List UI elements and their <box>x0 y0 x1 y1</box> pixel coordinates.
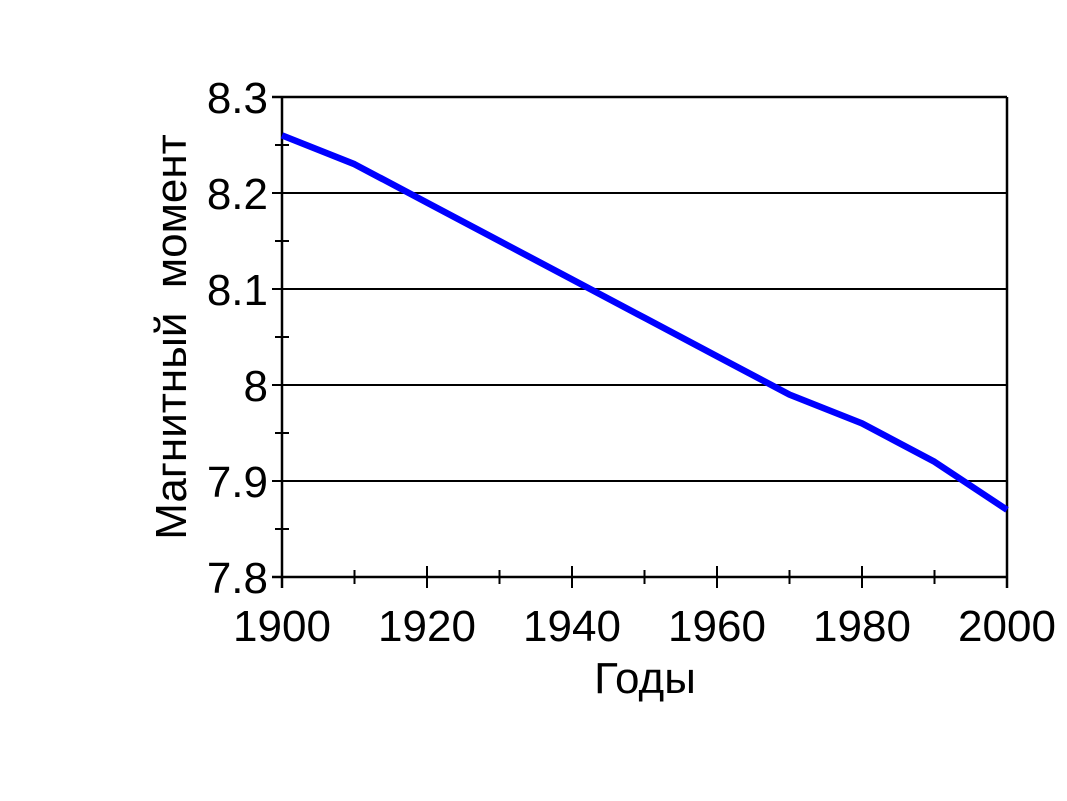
x-axis-title: Годы <box>594 654 696 703</box>
series-line <box>280 132 1009 513</box>
y-tick-label: 8 <box>244 362 268 411</box>
y-tick-label: 7.8 <box>207 554 268 603</box>
x-tick-label: 1920 <box>378 602 476 651</box>
x-tick-label: 1900 <box>233 602 331 651</box>
plot-frame <box>272 95 1009 588</box>
x-tick-label: 1940 <box>523 602 621 651</box>
axis-ticks <box>275 144 936 588</box>
y-tick-label: 8.3 <box>207 74 268 123</box>
x-tick-label: 2000 <box>958 602 1056 651</box>
y-tick-label: 7.9 <box>207 458 268 507</box>
gridlines <box>272 192 1007 482</box>
data-series-line <box>280 132 1009 513</box>
y-tick-label: 8.1 <box>207 266 268 315</box>
x-tick-label: 1980 <box>813 602 911 651</box>
y-tick-label: 8.2 <box>207 170 268 219</box>
x-tick-label: 1960 <box>668 602 766 651</box>
y-axis-title: Магнитный момент <box>147 134 196 540</box>
